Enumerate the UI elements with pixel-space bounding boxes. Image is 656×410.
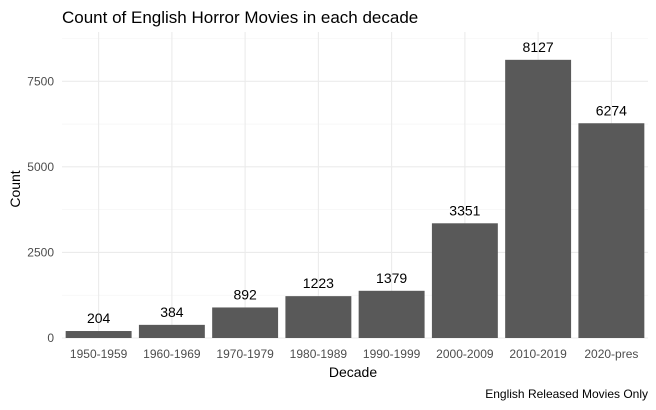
y-tick-label: 5000 xyxy=(27,160,54,174)
x-tick-labels: 1950-1959 1960-1969 1970-1979 1980-1989 1990… xyxy=(70,347,638,361)
bar xyxy=(138,324,205,338)
data-label: 204 xyxy=(87,310,111,326)
bar xyxy=(431,223,498,338)
data-label: 1223 xyxy=(303,275,334,291)
x-tick-label: 1950-1959 xyxy=(70,347,128,361)
data-labels: 204 384 892 1223 1379 3351 8127 6274 xyxy=(87,39,627,326)
data-label: 1379 xyxy=(376,270,407,286)
data-label: 384 xyxy=(160,304,184,320)
y-tick-label: 7500 xyxy=(27,74,54,88)
data-label: 892 xyxy=(233,286,257,302)
x-tick-label: 1980-1989 xyxy=(290,347,348,361)
x-axis-title: Decade xyxy=(329,364,377,380)
data-label: 3351 xyxy=(449,202,480,218)
y-axis-title: Count xyxy=(7,170,23,207)
x-tick-label: 2010-2019 xyxy=(509,347,567,361)
x-tick-label: 1990-1999 xyxy=(363,347,421,361)
bar xyxy=(578,123,645,338)
bar xyxy=(358,290,425,338)
x-tick-label: 1970-1979 xyxy=(216,347,274,361)
bar xyxy=(212,307,279,338)
chart-caption: English Released Movies Only xyxy=(485,387,648,401)
x-tick-label: 2000-2009 xyxy=(436,347,494,361)
data-label: 6274 xyxy=(596,102,627,118)
x-tick-label: 1960-1969 xyxy=(143,347,201,361)
y-tick-labels: 0 2500 5000 7500 xyxy=(27,74,54,345)
y-tick-label: 2500 xyxy=(27,245,54,259)
data-label: 8127 xyxy=(523,39,554,55)
y-tick-label: 0 xyxy=(47,331,54,345)
bar xyxy=(285,296,352,338)
bar xyxy=(505,59,572,339)
chart-title: Count of English Horror Movies in each d… xyxy=(62,8,418,27)
bar xyxy=(65,331,132,338)
x-tick-label: 2020-pres xyxy=(584,347,638,361)
bars xyxy=(65,59,645,339)
